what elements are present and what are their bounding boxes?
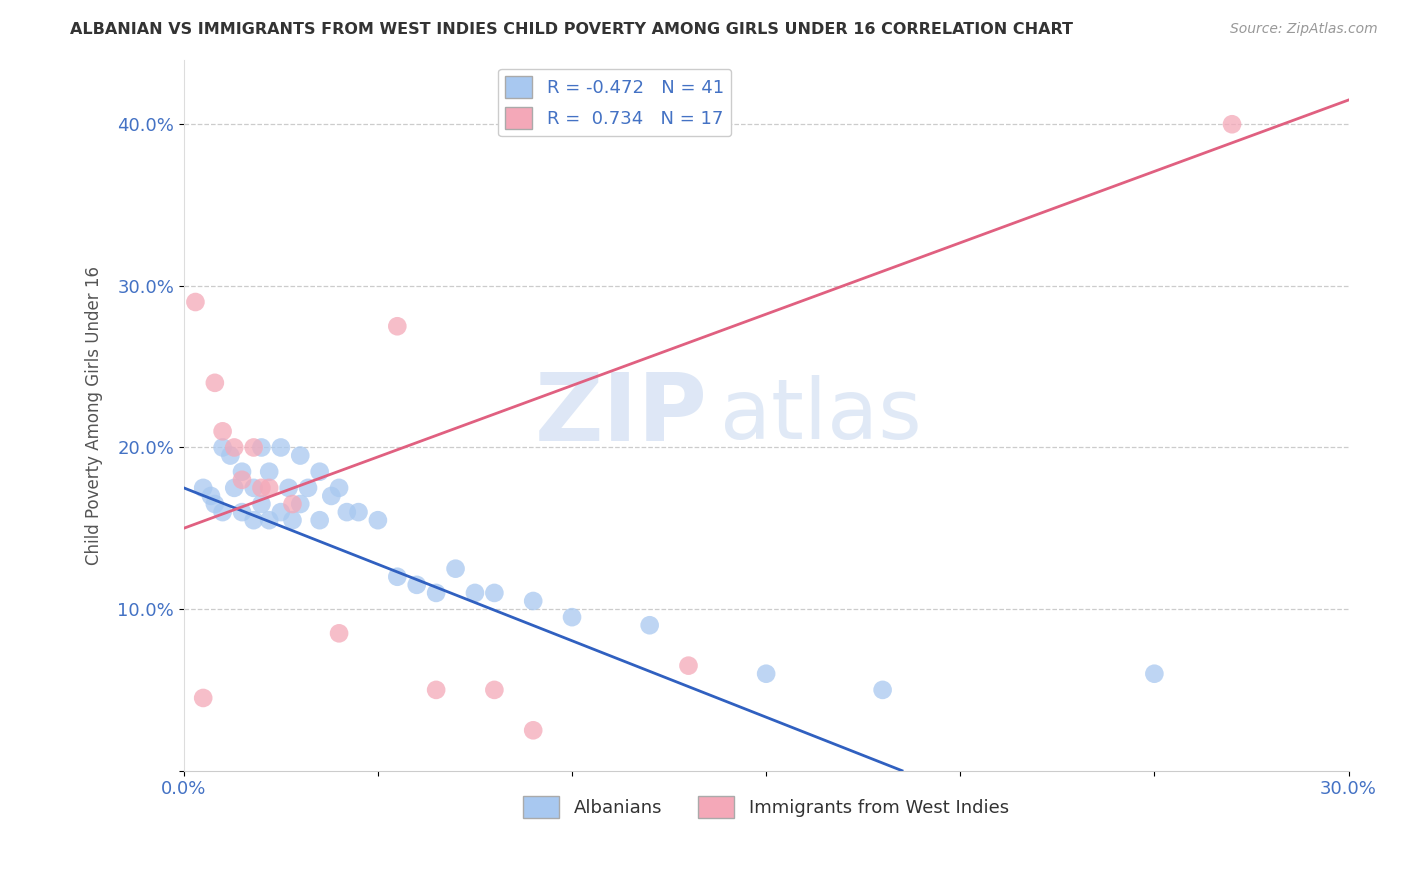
Point	[250, 481, 273, 495]
Point	[257, 481, 280, 495]
Point	[204, 376, 226, 390]
Point	[484, 586, 506, 600]
Point	[204, 497, 226, 511]
Point	[561, 610, 583, 624]
Point	[277, 481, 299, 495]
Point	[200, 489, 222, 503]
Text: Source: ZipAtlas.com: Source: ZipAtlas.com	[1230, 22, 1378, 37]
Point	[387, 570, 409, 584]
Point	[184, 295, 207, 310]
Point	[224, 481, 246, 495]
Text: atlas: atlas	[720, 375, 921, 456]
Point	[257, 513, 280, 527]
Point	[250, 441, 273, 455]
Point	[211, 441, 233, 455]
Point	[1143, 666, 1166, 681]
Point	[308, 465, 330, 479]
Point	[219, 449, 242, 463]
Point	[257, 465, 280, 479]
Point	[321, 489, 343, 503]
Point	[872, 682, 894, 697]
Point	[211, 425, 233, 439]
Point	[281, 513, 304, 527]
Point	[464, 586, 486, 600]
Point	[755, 666, 778, 681]
Legend: Albanians, Immigrants from West Indies: Albanians, Immigrants from West Indies	[516, 789, 1017, 826]
Point	[242, 513, 264, 527]
Point	[444, 562, 467, 576]
Point	[522, 723, 544, 738]
Point	[328, 481, 350, 495]
Point	[231, 473, 253, 487]
Point	[281, 497, 304, 511]
Point	[193, 690, 215, 705]
Point	[678, 658, 700, 673]
Point	[211, 505, 233, 519]
Text: ZIP: ZIP	[536, 369, 707, 461]
Point	[1220, 117, 1243, 131]
Point	[522, 594, 544, 608]
Point	[231, 465, 253, 479]
Point	[425, 682, 447, 697]
Point	[387, 319, 409, 334]
Point	[347, 505, 370, 519]
Point	[328, 626, 350, 640]
Y-axis label: Child Poverty Among Girls Under 16: Child Poverty Among Girls Under 16	[86, 266, 103, 565]
Point	[405, 578, 427, 592]
Point	[336, 505, 359, 519]
Point	[367, 513, 389, 527]
Point	[242, 441, 264, 455]
Point	[638, 618, 661, 632]
Point	[425, 586, 447, 600]
Point	[297, 481, 319, 495]
Point	[484, 682, 506, 697]
Point	[193, 481, 215, 495]
Point	[224, 441, 246, 455]
Point	[290, 497, 312, 511]
Point	[231, 505, 253, 519]
Text: ALBANIAN VS IMMIGRANTS FROM WEST INDIES CHILD POVERTY AMONG GIRLS UNDER 16 CORRE: ALBANIAN VS IMMIGRANTS FROM WEST INDIES …	[70, 22, 1073, 37]
Point	[242, 481, 264, 495]
Point	[308, 513, 330, 527]
Point	[290, 449, 312, 463]
Point	[270, 505, 292, 519]
Point	[270, 441, 292, 455]
Point	[250, 497, 273, 511]
